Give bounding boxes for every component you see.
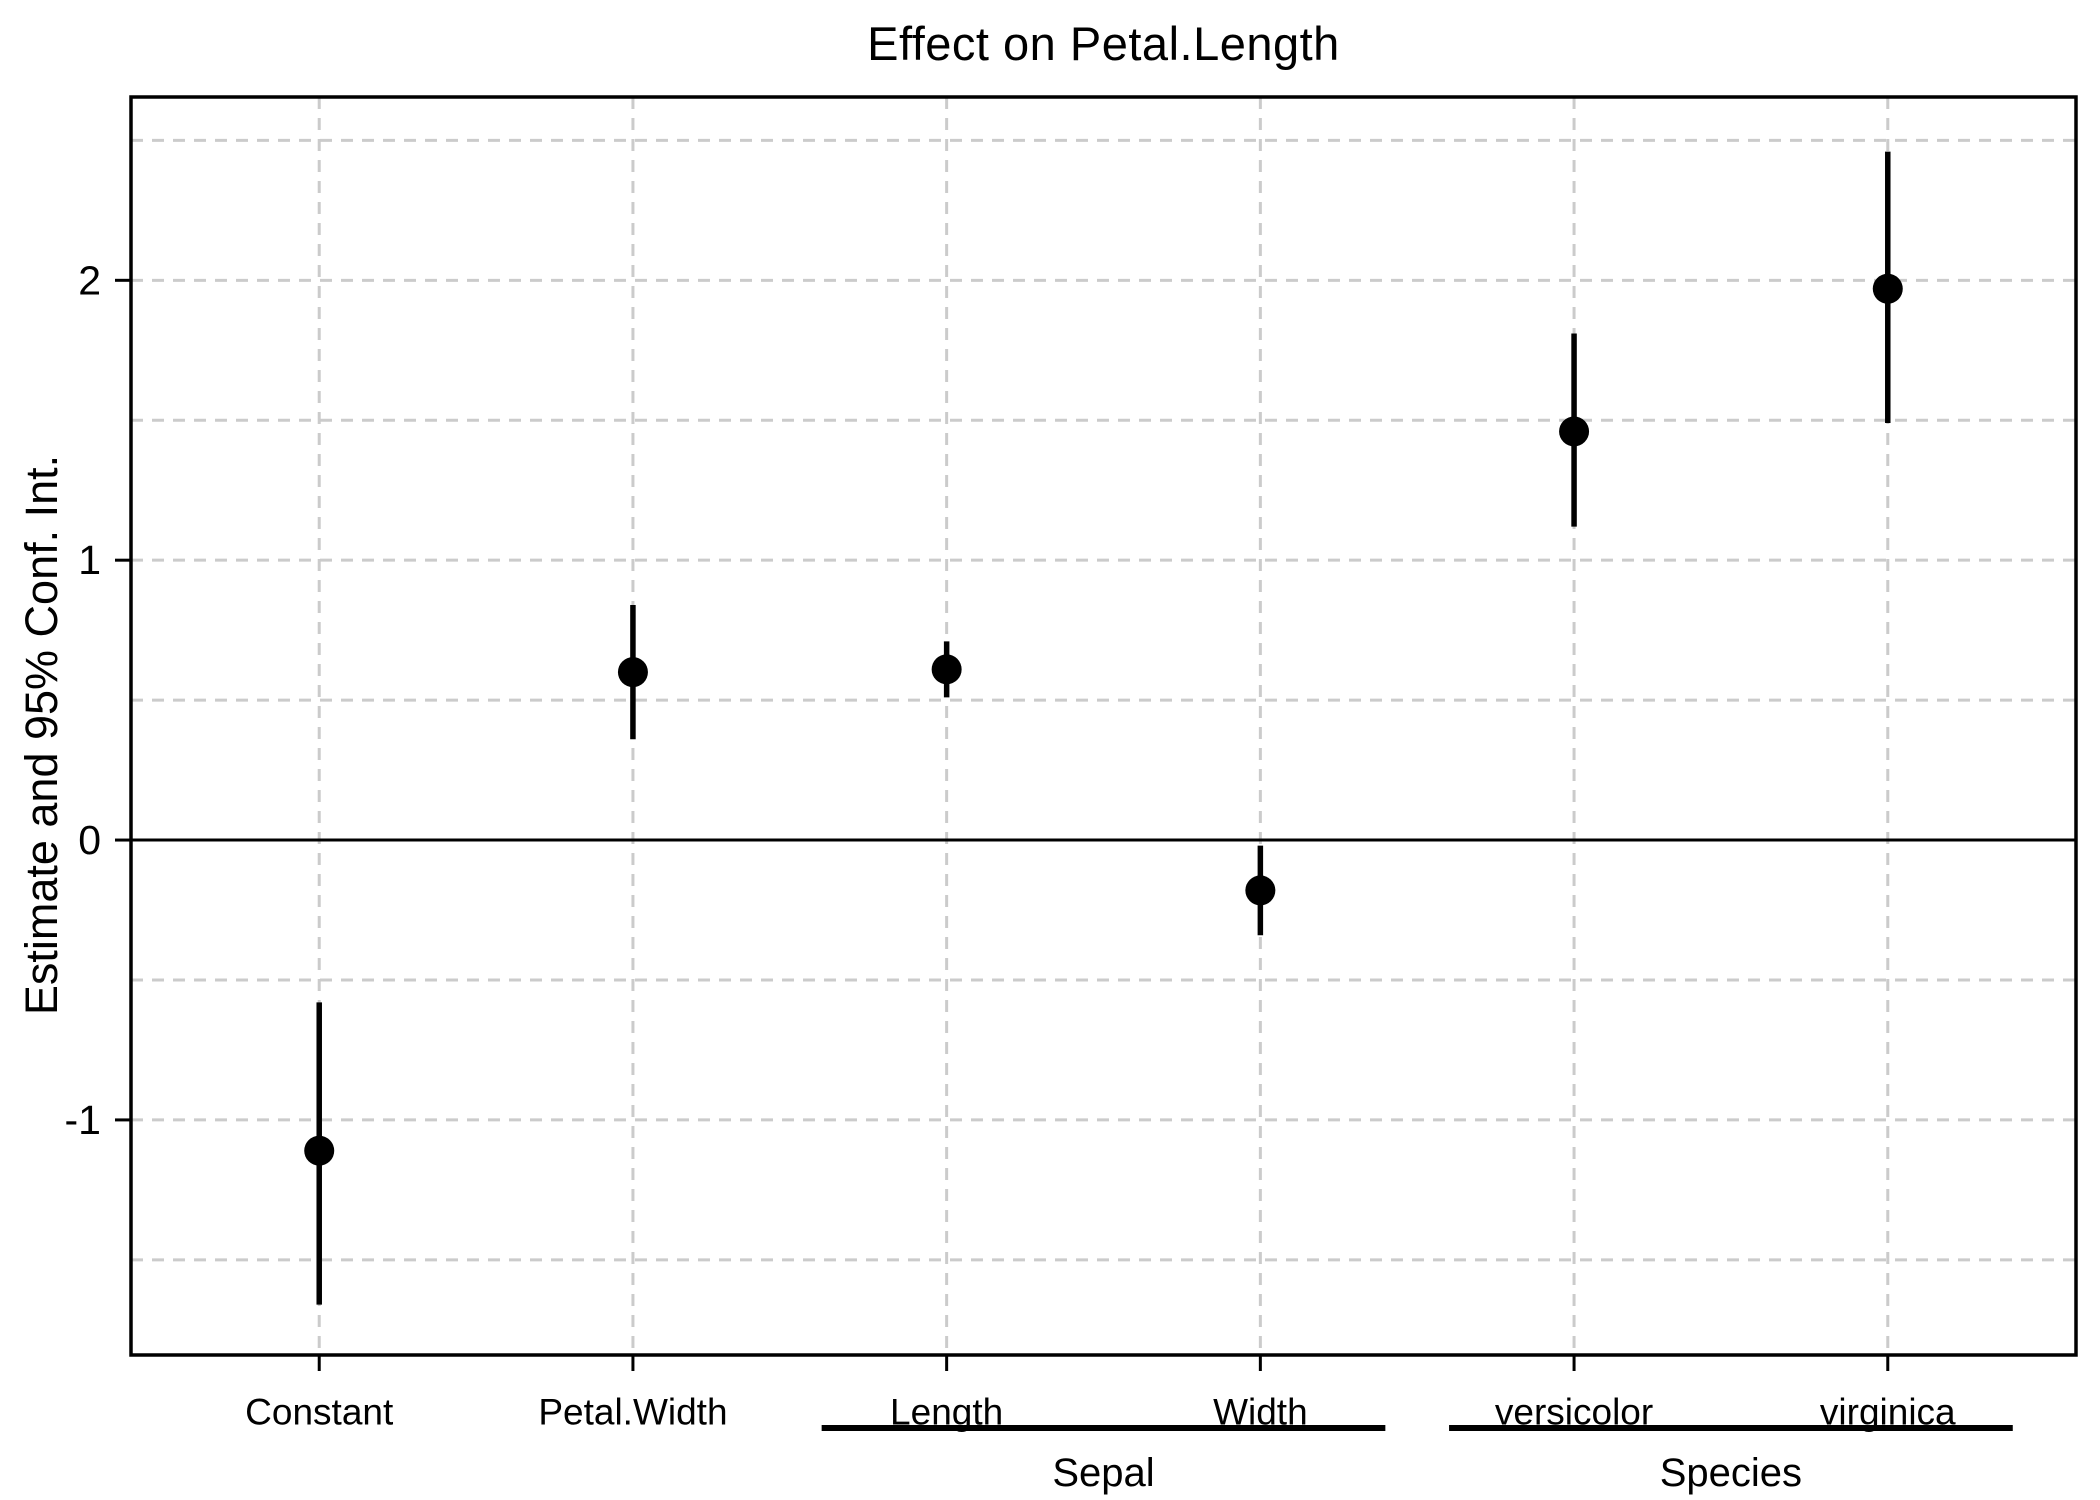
x-tick-label: Petal.Width bbox=[538, 1391, 727, 1432]
data-point bbox=[1559, 416, 1590, 447]
y-axis-label: Estimate and 95% Conf. Int. bbox=[16, 454, 67, 1016]
x-tick-label: Constant bbox=[245, 1391, 394, 1432]
y-tick-label: 2 bbox=[78, 257, 101, 303]
data-point bbox=[304, 1135, 335, 1166]
group-label: Species bbox=[1660, 1451, 1802, 1495]
data-point bbox=[1245, 875, 1276, 906]
data-point bbox=[1872, 273, 1903, 304]
y-tick-label: 1 bbox=[78, 537, 101, 583]
data-point bbox=[617, 657, 648, 688]
data-point bbox=[931, 654, 962, 685]
y-tick-label: -1 bbox=[65, 1097, 101, 1143]
chart-title: Effect on Petal.Length bbox=[867, 17, 1340, 70]
group-label: Sepal bbox=[1052, 1451, 1154, 1495]
y-tick-label: 0 bbox=[78, 817, 101, 863]
panel-border bbox=[129, 95, 2078, 1357]
